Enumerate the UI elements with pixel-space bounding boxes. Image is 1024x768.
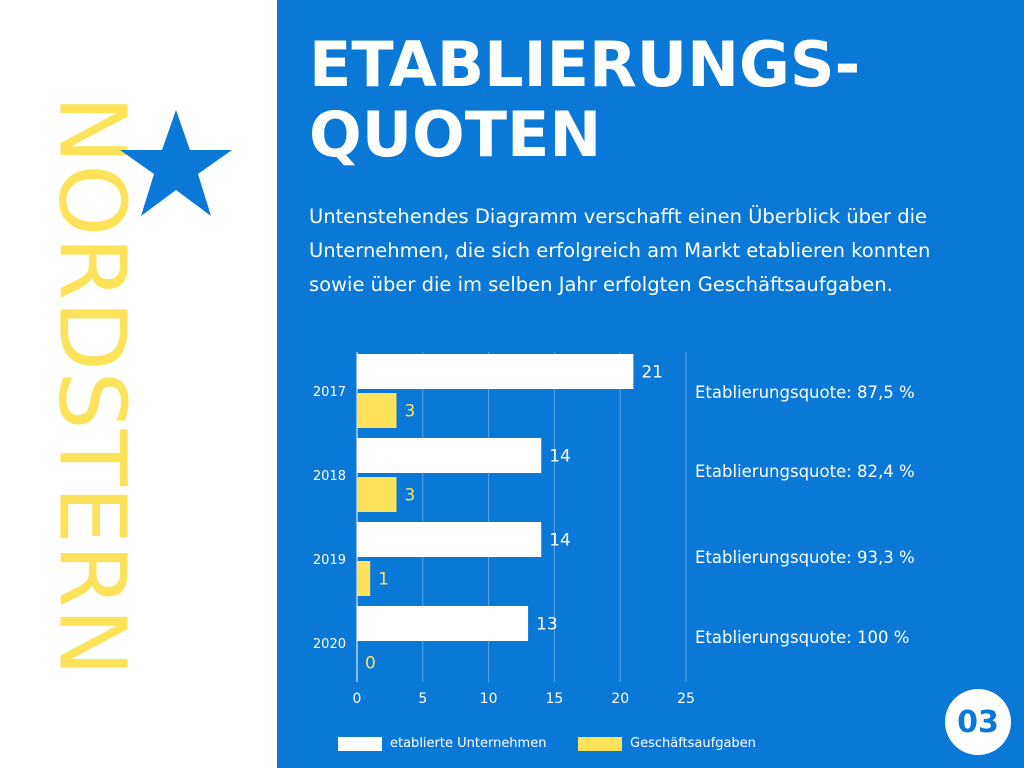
x-tick-label: 10 [480, 691, 498, 707]
quota-annotation: Etablierungsquote: 93,3 % [695, 548, 915, 567]
category-label: 2020 [313, 637, 346, 652]
quota-annotation: Etablierungsquote: 100 % [695, 628, 909, 647]
intro-text: Untenstehendes Diagramm verschafft einen… [309, 205, 931, 296]
legend-label-closures: Geschäftsaufgaben [630, 736, 756, 751]
x-tick-label: 5 [418, 691, 427, 707]
x-tick-label: 20 [611, 691, 629, 707]
category-label: 2019 [313, 553, 346, 568]
star-icon [120, 110, 232, 216]
data-label: 0 [365, 654, 376, 674]
bar-closures [357, 393, 397, 428]
quota-annotation: Etablierungsquote: 87,5 % [695, 383, 915, 402]
data-label: 1 [378, 570, 389, 590]
data-label: 14 [549, 531, 571, 551]
legend-item-closures: Geschäftsaufgaben [578, 736, 756, 751]
sidebar: NORDSTERN [0, 0, 277, 768]
x-tick-label: 25 [677, 691, 695, 707]
category-label: 2017 [313, 385, 346, 400]
title-line-2: QUOTEN [309, 98, 602, 171]
legend-swatch-established [338, 736, 382, 751]
bar-established [357, 522, 542, 557]
title-line-1: ETABLIERUNGS- [309, 28, 861, 101]
bar-established [357, 354, 634, 389]
legend-item-established: etablierte Unternehmen [338, 736, 546, 751]
quota-annotation: Etablierungsquote: 82,4 % [695, 462, 915, 481]
bar-closures [357, 561, 371, 596]
bar-closures [357, 477, 397, 512]
bars [357, 354, 634, 641]
category-label: 2018 [313, 469, 346, 484]
data-label: 21 [641, 363, 663, 383]
page-title: ETABLIERUNGS- QUOTEN [309, 30, 860, 170]
data-label: 13 [536, 615, 558, 635]
data-label: 3 [404, 486, 415, 506]
bar-established [357, 438, 542, 473]
data-label: 3 [404, 402, 415, 422]
x-tick-label: 15 [545, 691, 563, 707]
legend-swatch-closures [578, 736, 622, 751]
legend-label-established: etablierte Unternehmen [390, 736, 547, 751]
x-tick-label: 0 [353, 691, 362, 707]
labels: 0 5 10 15 20 25 21 3 2017 14 3 2018 14 1 2019 13 0 2020 Et… [313, 363, 915, 708]
data-label: 14 [549, 447, 571, 467]
page-number-badge: 03 [945, 689, 1011, 755]
bar-established [357, 606, 529, 641]
